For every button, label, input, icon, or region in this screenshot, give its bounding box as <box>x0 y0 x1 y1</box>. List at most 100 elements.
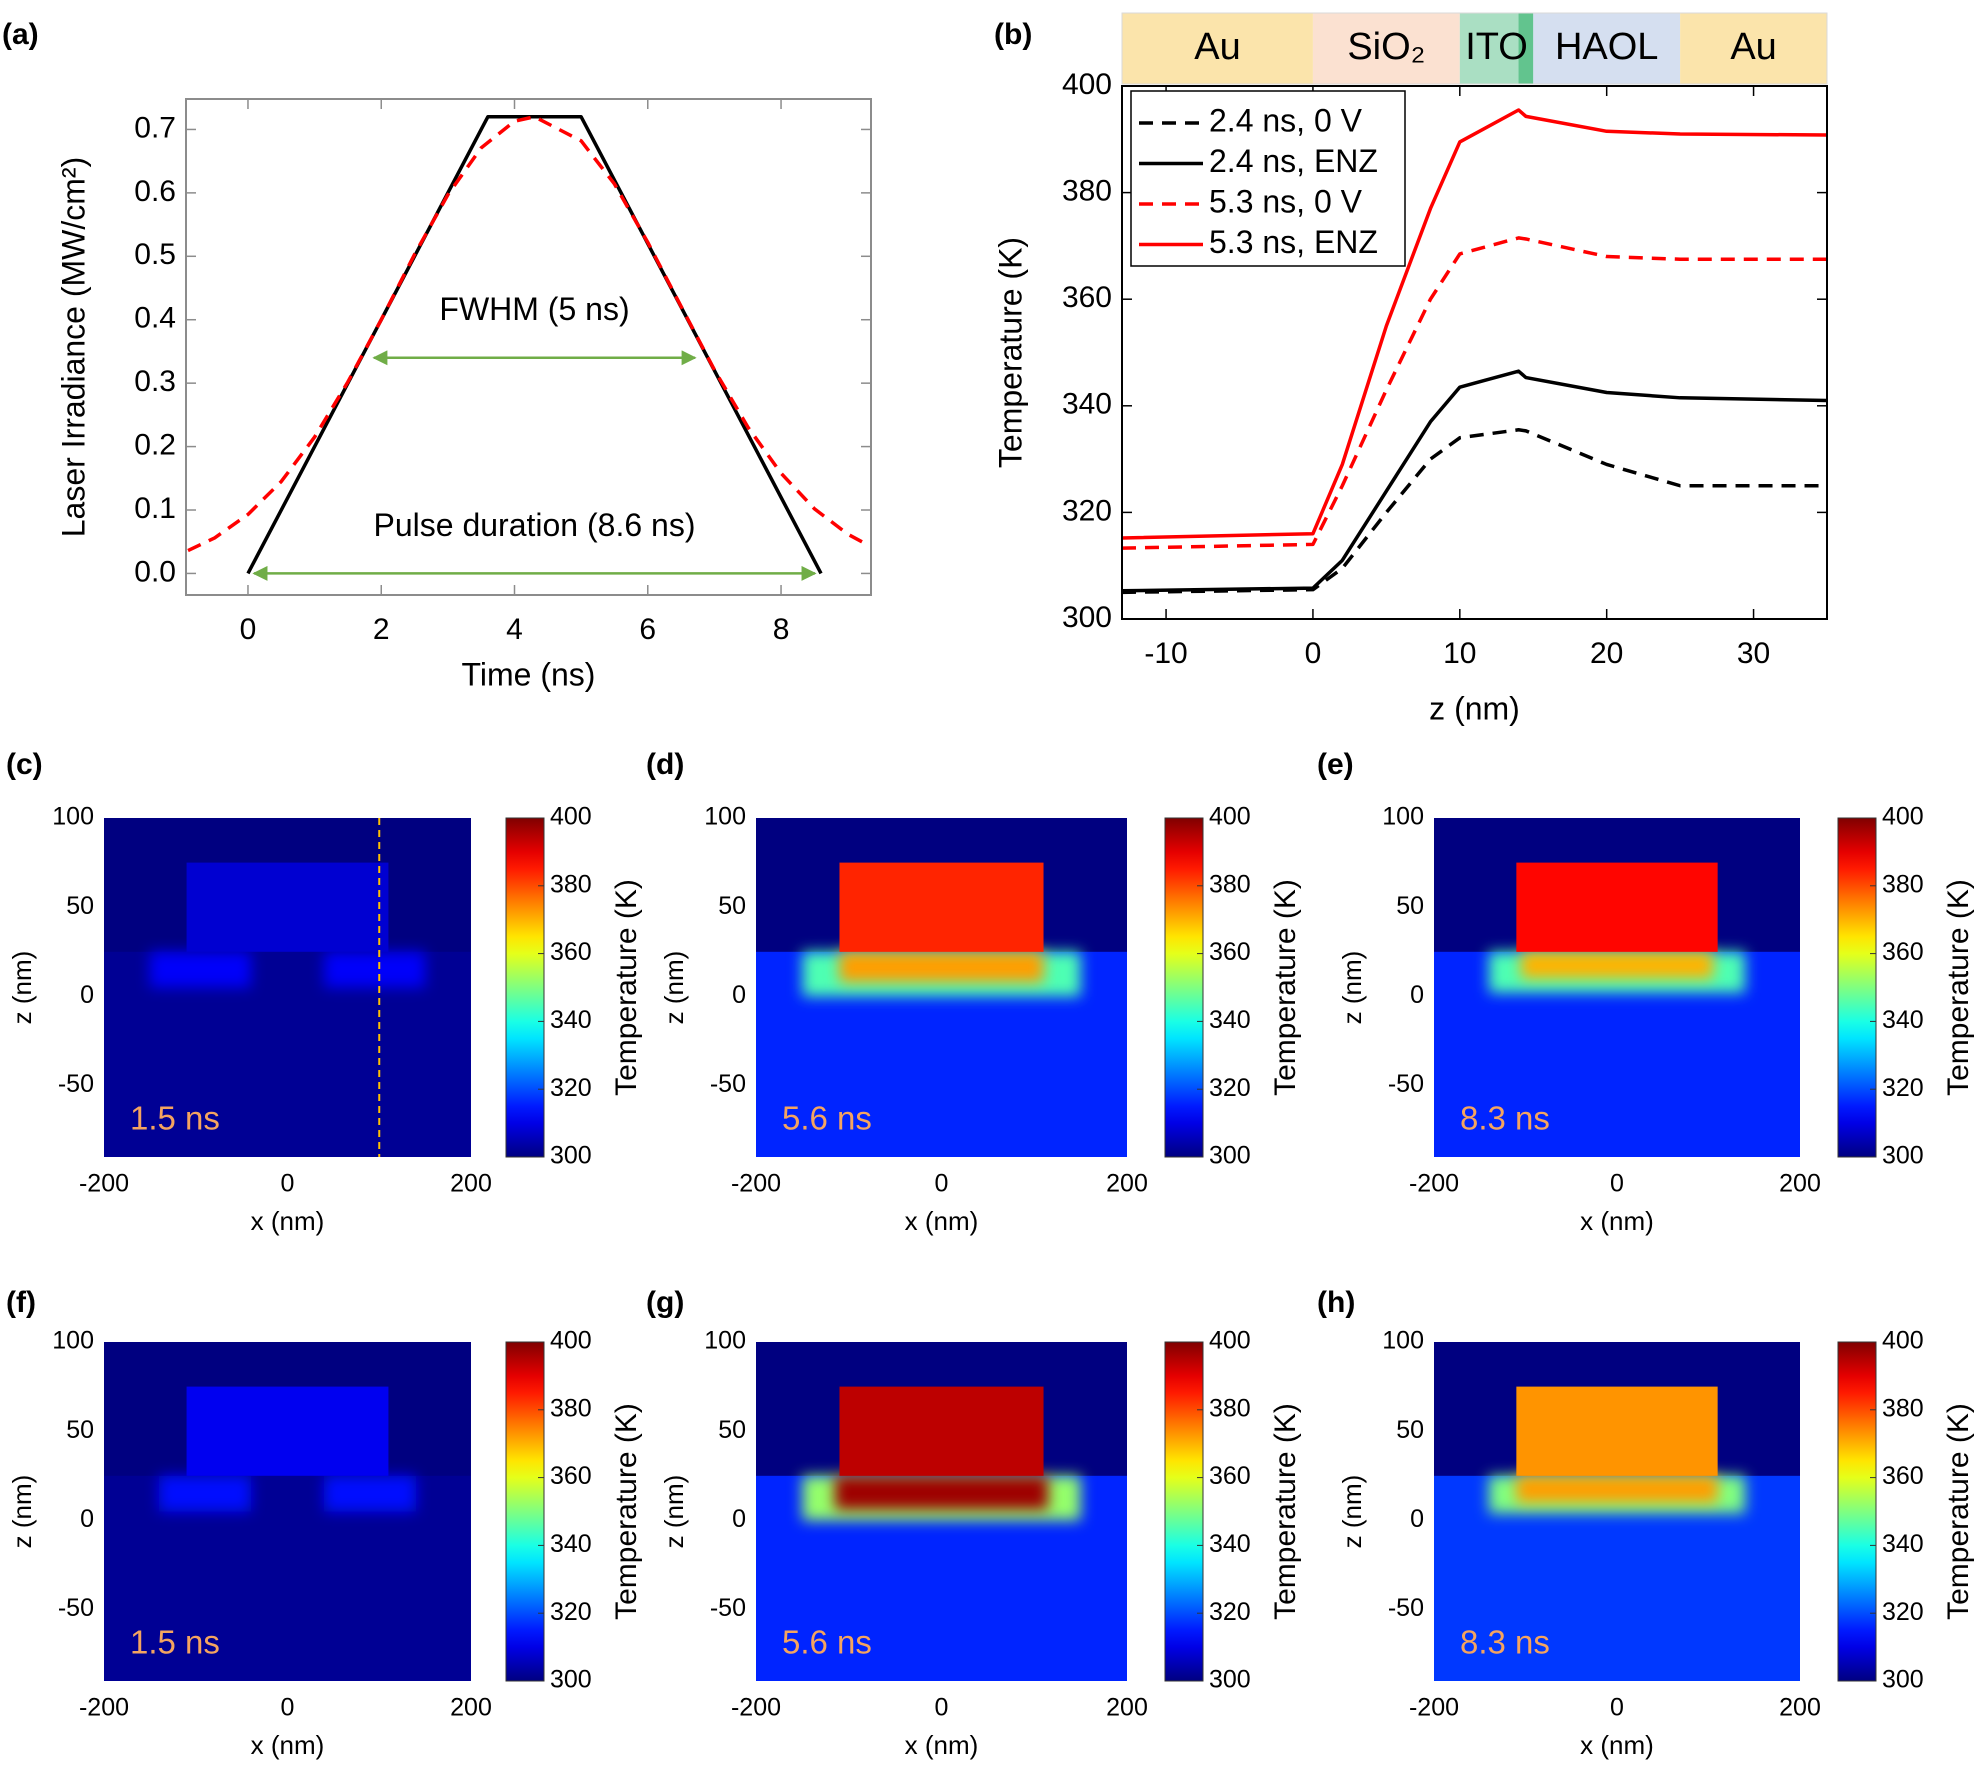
legend-box <box>1130 90 1406 267</box>
heatmap-zone <box>1516 1386 1718 1476</box>
colorbar-label: Temperature (K) <box>610 879 643 1096</box>
x-tick-label: 0 <box>281 1694 295 1722</box>
colorbar-tick-label: 360 <box>550 1462 592 1490</box>
colorbar <box>1164 817 1204 1158</box>
x-axis-label: x (nm) <box>1580 1206 1654 1236</box>
colorbar-tick-label: 380 <box>1882 1394 1924 1422</box>
heatmap-field <box>1434 1342 1800 1681</box>
time-label: 1.5 ns <box>130 1624 220 1661</box>
colorbar-label: Temperature (K) <box>1942 1403 1975 1620</box>
colorbar <box>505 817 545 1158</box>
x-tick-label: -200 <box>1409 1170 1459 1198</box>
legend-label: 5.3 ns, ENZ <box>1209 224 1378 260</box>
panel-label: (g) <box>646 1286 684 1319</box>
y-tick-label: 0.3 <box>134 365 176 398</box>
series-line <box>187 115 869 553</box>
x-tick-label: 10 <box>1443 637 1476 670</box>
heatmap-zone <box>149 951 251 988</box>
y-tick-label: 0 <box>80 1505 94 1533</box>
layer-label: HAOL <box>1555 26 1658 68</box>
colorbar-tick-label: 380 <box>1209 870 1251 898</box>
y-tick-label: 50 <box>718 892 746 920</box>
y-tick-label: 100 <box>52 803 94 831</box>
time-label: 5.6 ns <box>782 1100 872 1137</box>
heatmap-field <box>756 1342 1127 1681</box>
colorbar-tick-label: 300 <box>1882 1142 1924 1170</box>
colorbar-tick-label: 400 <box>1882 803 1924 831</box>
x-tick-label: -10 <box>1144 637 1187 670</box>
colorbar-label: Temperature (K) <box>1269 1403 1302 1620</box>
panel-label: (f) <box>6 1286 36 1319</box>
colorbar-tick-label: 340 <box>1882 1530 1924 1558</box>
colorbar-tick-label: 320 <box>1209 1074 1251 1102</box>
heatmap-zone <box>186 1386 389 1476</box>
colorbar <box>1837 817 1877 1158</box>
panel-label: (d) <box>646 748 684 781</box>
y-tick-label: 0.7 <box>134 111 176 144</box>
series-line <box>1122 108 1827 540</box>
legend-label: 5.3 ns, 0 V <box>1209 183 1363 219</box>
colorbar-tick-label: 360 <box>1209 1462 1251 1490</box>
layer-label: SiO₂ <box>1347 26 1425 68</box>
layer-frame <box>1121 12 1828 85</box>
layer-band <box>1122 13 1313 84</box>
y-tick-label: 50 <box>66 1416 94 1444</box>
panel-label: (h) <box>1317 1286 1355 1319</box>
colorbar-tick-label: 360 <box>1882 938 1924 966</box>
y-tick-label: 50 <box>1396 1416 1424 1444</box>
colorbar-tick-label: 300 <box>550 1142 592 1170</box>
x-tick-label: 0 <box>240 613 257 646</box>
x-tick-label: 0 <box>935 1694 949 1722</box>
colorbar-tick-label: 340 <box>550 1006 592 1034</box>
colorbar-tick-label: 400 <box>1882 1327 1924 1355</box>
layer-label: ITO <box>1465 26 1528 68</box>
heatmap-zone <box>1520 951 1714 979</box>
x-axis-label: x (nm) <box>251 1206 325 1236</box>
y-axis-label: Laser Irradiance (MW/cm²) <box>55 157 91 538</box>
heatmap-field <box>756 818 1127 1157</box>
y-tick-label: 320 <box>1062 494 1112 527</box>
x-tick-label: 200 <box>450 1170 492 1198</box>
annotation-text: FWHM (5 ns) <box>439 291 629 327</box>
y-tick-label: 360 <box>1062 281 1112 314</box>
x-tick-label: 2 <box>373 613 390 646</box>
layer-band <box>1680 13 1827 84</box>
colorbar <box>505 1341 545 1682</box>
plot-frame <box>1121 85 1828 620</box>
colorbar-tick-label: 360 <box>1209 938 1251 966</box>
y-axis-label: z (nm) <box>1337 1475 1367 1549</box>
colorbar-label: Temperature (K) <box>610 1403 643 1620</box>
x-tick-label: 0 <box>1610 1694 1624 1722</box>
x-tick-label: 20 <box>1590 637 1623 670</box>
series-line <box>1122 428 1827 595</box>
y-axis-label: z (nm) <box>7 951 37 1025</box>
plot-frame <box>185 98 872 596</box>
x-tick-label: 200 <box>450 1694 492 1722</box>
x-tick-label: 200 <box>1106 1170 1148 1198</box>
y-axis-label: z (nm) <box>1337 951 1367 1025</box>
colorbar-tick-label: 400 <box>1209 803 1251 831</box>
colorbar-tick-label: 340 <box>1882 1006 1924 1034</box>
panel-label: (c) <box>6 748 43 781</box>
y-axis-label: z (nm) <box>659 1475 689 1549</box>
layer-band <box>1533 13 1681 84</box>
y-tick-label: 100 <box>1382 803 1424 831</box>
layer-label: Au <box>1730 26 1776 68</box>
legend-label: 2.4 ns, 0 V <box>1209 102 1363 138</box>
y-tick-label: 0.4 <box>134 302 176 335</box>
y-tick-label: 0.6 <box>134 175 176 208</box>
x-axis-label: x (nm) <box>905 1730 979 1760</box>
y-tick-label: 100 <box>1382 1327 1424 1355</box>
x-tick-label: 0 <box>935 1170 949 1198</box>
y-tick-label: 380 <box>1062 175 1112 208</box>
series-line <box>1122 369 1827 593</box>
x-axis-label: z (nm) <box>1429 690 1520 726</box>
heatmap-zone <box>834 1475 1049 1510</box>
colorbar <box>1164 1341 1204 1682</box>
colorbar-tick-label: 300 <box>1209 1142 1251 1170</box>
x-axis-label: x (nm) <box>905 1206 979 1236</box>
y-tick-label: 400 <box>1062 68 1112 101</box>
y-tick-label: 100 <box>52 1327 94 1355</box>
